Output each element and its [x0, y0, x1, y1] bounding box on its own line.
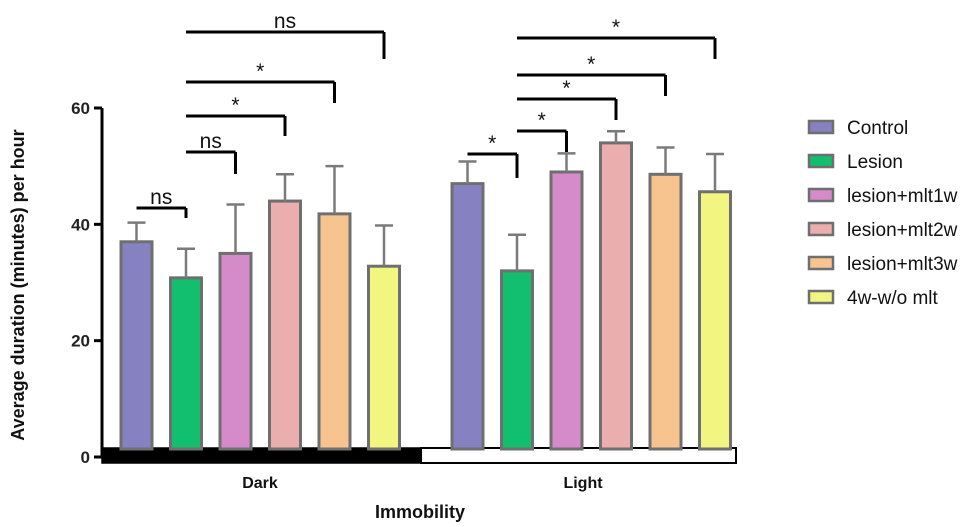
legend-swatch	[807, 255, 835, 271]
significance-label: *	[538, 109, 546, 132]
legend-label: lesion+mlt2w	[847, 220, 958, 241]
significance-label: *	[612, 16, 620, 39]
y-tick-label: 40	[71, 215, 90, 234]
y-tick-label: 0	[81, 448, 90, 467]
legend-swatch	[807, 153, 835, 169]
bar	[549, 170, 584, 451]
legend-label: lesion+mlt1w	[847, 186, 958, 207]
bar	[698, 190, 732, 451]
significance-label: ns	[274, 10, 296, 33]
group-label-light: Light	[563, 475, 603, 492]
legend-swatch	[807, 119, 835, 135]
legend-swatch	[807, 187, 835, 203]
legend-label: Control	[847, 118, 908, 139]
bar	[119, 240, 154, 451]
bar	[367, 264, 401, 451]
bar	[317, 212, 352, 451]
x-axis-title: Immobility	[375, 502, 465, 522]
legend-swatch	[807, 221, 835, 237]
significance-label: ns	[200, 130, 222, 153]
bar	[599, 141, 633, 451]
bar	[648, 172, 683, 451]
y-tick-label: 20	[71, 332, 90, 351]
group-label-dark: Dark	[242, 475, 278, 492]
legend-label: lesion+mlt3w	[847, 254, 958, 275]
significance-label: *	[256, 60, 264, 83]
bar	[169, 276, 203, 451]
bar	[500, 269, 534, 451]
legend-swatch	[807, 289, 835, 305]
significance-label: ns	[150, 186, 172, 209]
significance-label: *	[587, 53, 595, 76]
bar	[218, 251, 253, 451]
significance-label: *	[562, 77, 570, 100]
legend-label: 4w-w/o mlt	[847, 288, 939, 309]
bar	[268, 199, 302, 451]
y-tick-label: 60	[71, 99, 90, 118]
legend-label: Lesion	[847, 152, 903, 173]
bar	[450, 182, 485, 451]
y-axis-title: Average duration (minutes) per hour	[8, 129, 28, 440]
significance-label: *	[488, 132, 496, 155]
significance-label: *	[231, 94, 239, 117]
